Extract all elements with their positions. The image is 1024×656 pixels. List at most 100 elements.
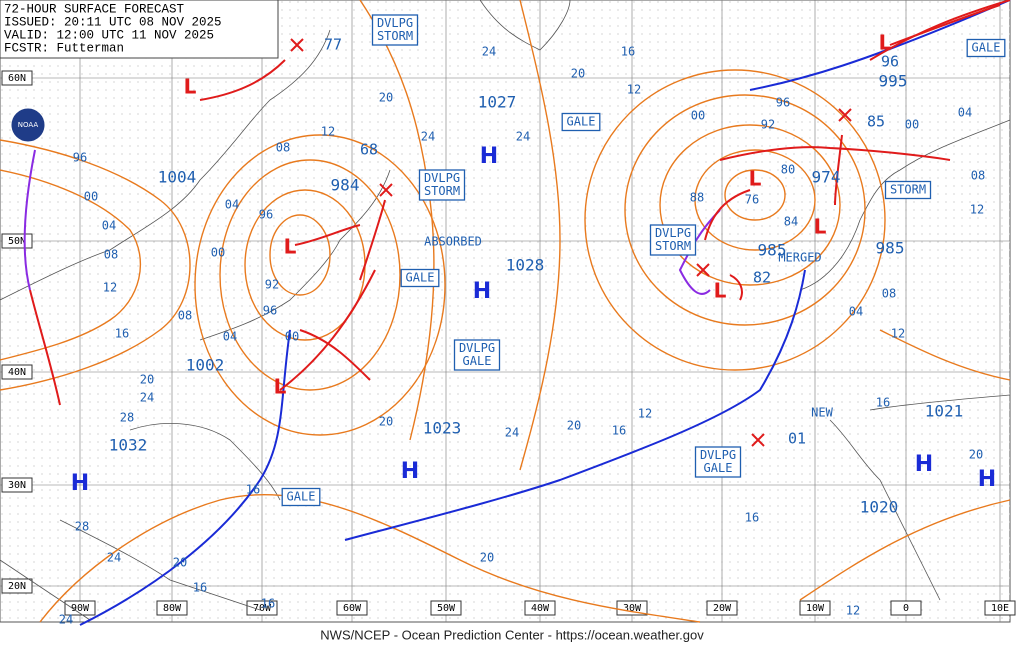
- pressure-value: 995: [879, 72, 908, 91]
- isobar-label: 16: [193, 581, 207, 595]
- pressure-value: 985: [876, 239, 905, 258]
- longitude-label: 30W: [623, 603, 642, 614]
- warning-box: [694, 446, 742, 478]
- isobar-label: 12: [638, 407, 652, 421]
- warning-text: DVLPG: [655, 226, 691, 240]
- high-center: H: [473, 279, 491, 304]
- isobar-label: 00: [691, 109, 705, 123]
- logo: [10, 107, 46, 143]
- isobar-label: 20: [140, 373, 154, 387]
- longitude-label: 40W: [531, 603, 550, 614]
- isobar-label: 92: [761, 118, 775, 132]
- logo-text: NOAA: [18, 121, 39, 129]
- warning-box: [884, 180, 932, 200]
- latitude-label: 30N: [8, 480, 26, 491]
- warning-box: [281, 487, 321, 507]
- isobar-label: 04: [849, 305, 863, 319]
- isobar-label: 04: [223, 330, 237, 344]
- isobar-label: 96: [263, 304, 277, 318]
- isobar-label: 20: [571, 67, 585, 81]
- isobar-label: 16: [261, 597, 275, 611]
- isobar-label: 20: [480, 551, 494, 565]
- isobar-label: 24: [140, 391, 154, 405]
- pressure-value: 1020: [860, 498, 899, 517]
- note: ABSORBED: [424, 235, 482, 249]
- longitude-label: 10E: [991, 603, 1009, 614]
- isobar-label: 16: [876, 396, 890, 410]
- lon-label-box: [799, 600, 831, 616]
- longitude-label: 0: [903, 603, 909, 614]
- warning-text: STORM: [377, 29, 413, 43]
- warning-text: DVLPG: [424, 171, 460, 185]
- header-forecaster: FCSTR: Futterman: [4, 41, 124, 55]
- isobar-label: 12: [891, 327, 905, 341]
- isobar-label: 12: [103, 281, 117, 295]
- low-position-mark: [838, 108, 852, 122]
- low-center: L: [284, 235, 297, 259]
- isobar-label: 16: [246, 483, 260, 497]
- pressure-value: 984: [331, 176, 360, 195]
- lon-label-box: [336, 600, 368, 616]
- pressure-value: 77: [324, 36, 342, 54]
- isobar-label: 24: [516, 130, 530, 144]
- longitude-label: 10W: [806, 603, 825, 614]
- lon-label-box: [984, 600, 1016, 616]
- isobar-label: 00: [84, 190, 98, 204]
- isobar-label: 28: [75, 520, 89, 534]
- isobar-label: 88: [690, 191, 704, 205]
- pressure-value: 1021: [925, 402, 964, 421]
- isobar-label: 16: [115, 327, 129, 341]
- warning-text: GALE: [406, 271, 435, 285]
- lon-label-box: [890, 600, 922, 616]
- lon-label-box: [64, 600, 96, 616]
- latitude-label: 60N: [8, 73, 26, 84]
- header-issued: ISSUED: 20:11 UTC 08 NOV 2025: [4, 15, 222, 29]
- warning-box: [453, 339, 501, 371]
- lon-label-box: [616, 600, 648, 616]
- high-center: H: [915, 452, 933, 477]
- warning-text: GALE: [704, 461, 733, 475]
- isobar-label: 08: [971, 169, 985, 183]
- isobar-label: 20: [379, 415, 393, 429]
- pressure-value: 1032: [109, 436, 148, 455]
- isobar-label: 96: [73, 151, 87, 165]
- isobar-label: 16: [745, 511, 759, 525]
- footer: NWS/NCEP - Ocean Prediction Center - htt…: [320, 627, 704, 642]
- lon-label-box: [156, 600, 188, 616]
- high-center: H: [978, 467, 996, 492]
- isobar-label: 76: [745, 193, 759, 207]
- header-title: 72-HOUR SURFACE FORECAST: [4, 2, 185, 16]
- isobar-label: 84: [784, 215, 798, 229]
- warning-text: STORM: [424, 184, 460, 198]
- isobar-label: 08: [178, 309, 192, 323]
- isobar-label: 20: [173, 556, 187, 570]
- isobar-label: 24: [59, 613, 73, 627]
- low-center: L: [749, 167, 762, 191]
- isobar-label: 24: [505, 426, 519, 440]
- dot-grid: [0, 0, 1010, 622]
- isobar-label: 24: [107, 551, 121, 565]
- labels: 12 08 04 96 00 92 96 00 04 08 12 16 20 24 28 20 24 24 24 20…: [59, 14, 1006, 627]
- isobar-label: 96: [259, 208, 273, 222]
- pressure-value: 68: [360, 141, 378, 159]
- isobar-label: 12: [970, 203, 984, 217]
- latitude-label: 20N: [8, 581, 26, 592]
- lat-label-box: [1, 578, 33, 594]
- lon-label-box: [246, 600, 278, 616]
- isobar-label: 00: [905, 118, 919, 132]
- warning-box: [649, 224, 697, 256]
- header-valid: VALID: 12:00 UTC 11 NOV 2025: [4, 28, 214, 42]
- latitude-label: 50N: [8, 236, 26, 247]
- low-center: L: [879, 31, 892, 55]
- warning-text: GALE: [567, 115, 596, 129]
- warning-text: GALE: [463, 354, 492, 368]
- high-center: H: [71, 471, 89, 496]
- isobar-label: 00: [211, 246, 225, 260]
- warning-box: [966, 38, 1006, 58]
- low-center: L: [814, 215, 827, 239]
- isobar-label: 20: [567, 419, 581, 433]
- note: NEW: [811, 406, 833, 420]
- low-center: L: [274, 375, 287, 399]
- warning-text: DVLPG: [700, 448, 736, 462]
- warning-text: GALE: [287, 490, 316, 504]
